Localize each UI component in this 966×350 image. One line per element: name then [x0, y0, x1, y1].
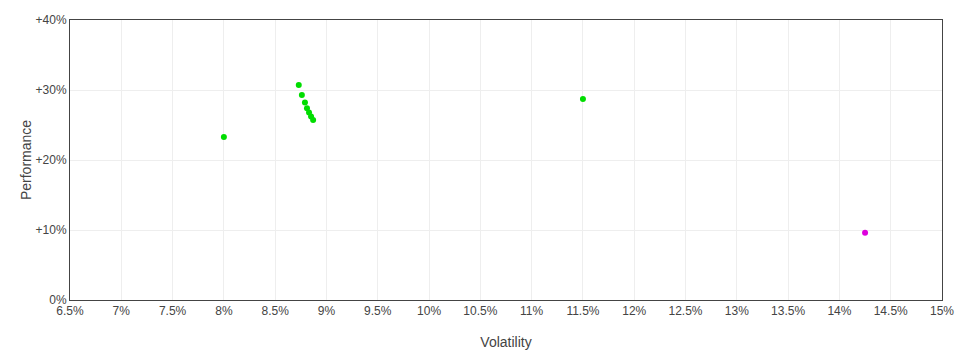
svg-text:+30%: +30% [36, 83, 67, 97]
svg-text:9%: 9% [318, 304, 336, 318]
svg-text:12%: 12% [622, 304, 646, 318]
svg-text:Volatility: Volatility [480, 334, 531, 350]
svg-text:7%: 7% [113, 304, 131, 318]
svg-text:10.5%: 10.5% [463, 304, 497, 318]
svg-text:+20%: +20% [36, 153, 67, 167]
svg-text:14.5%: 14.5% [874, 304, 908, 318]
svg-text:15%: 15% [930, 304, 954, 318]
svg-text:0%: 0% [49, 293, 67, 307]
svg-text:7.5%: 7.5% [159, 304, 187, 318]
svg-text:11.5%: 11.5% [566, 304, 599, 318]
svg-text:+40%: +40% [36, 13, 67, 27]
svg-text:8%: 8% [215, 304, 233, 318]
svg-text:10%: 10% [417, 304, 441, 318]
svg-text:8.5%: 8.5% [262, 304, 290, 318]
svg-text:13.5%: 13.5% [771, 304, 805, 318]
svg-text:6.5%: 6.5% [56, 304, 84, 318]
svg-text:+10%: +10% [36, 223, 67, 237]
svg-text:13%: 13% [725, 304, 749, 318]
svg-text:9.5%: 9.5% [364, 304, 392, 318]
svg-text:Performance: Performance [18, 120, 34, 200]
svg-text:12.5%: 12.5% [669, 304, 703, 318]
svg-text:11%: 11% [520, 304, 543, 318]
svg-text:14%: 14% [827, 304, 851, 318]
